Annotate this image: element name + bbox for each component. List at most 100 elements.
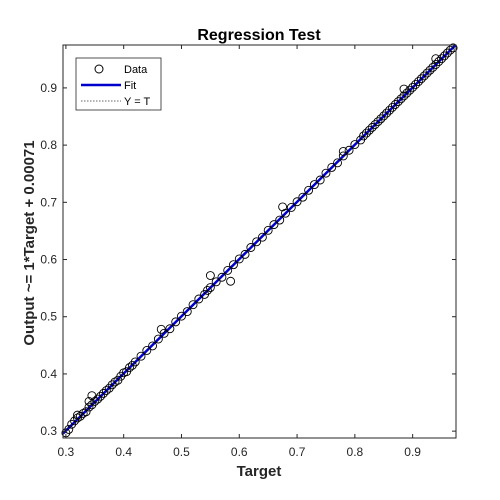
x-tick-label: 0.6 xyxy=(231,445,248,459)
data-point xyxy=(226,276,236,286)
data-point xyxy=(101,386,111,395)
data-point xyxy=(315,175,325,185)
x-tick-label: 0.4 xyxy=(115,445,132,459)
data-point xyxy=(257,232,267,242)
data-point xyxy=(81,407,91,417)
data-point xyxy=(298,192,308,202)
data-point xyxy=(188,300,198,310)
data-point xyxy=(448,43,458,53)
x-axis-ticks: 0.3 0.4 0.5 0.6 0.7 0.8 0.9 xyxy=(58,45,421,459)
y-tick-label: 0.7 xyxy=(40,195,57,209)
data-point xyxy=(99,388,108,398)
data-points-layer xyxy=(61,43,458,438)
data-point xyxy=(419,71,429,81)
data-point xyxy=(361,128,371,138)
data-point xyxy=(246,243,256,252)
data-point xyxy=(405,85,415,95)
data-point xyxy=(399,84,409,94)
y-tick-label: 0.8 xyxy=(40,138,57,152)
data-point xyxy=(442,48,452,58)
data-point xyxy=(321,168,331,178)
data-point xyxy=(275,215,285,225)
data-point xyxy=(72,413,82,423)
x-tick-label: 0.9 xyxy=(404,445,421,459)
data-point xyxy=(205,283,215,293)
data-point xyxy=(286,203,296,212)
legend: Data Fit Y = T xyxy=(75,57,162,111)
data-point xyxy=(445,45,455,55)
data-point xyxy=(292,197,302,207)
data-point xyxy=(78,408,88,418)
y-tick-label: 0.3 xyxy=(40,424,57,438)
data-point xyxy=(327,162,337,172)
data-point xyxy=(434,57,444,67)
data-point xyxy=(338,146,348,156)
data-point xyxy=(350,140,360,149)
data-point xyxy=(136,351,146,361)
data-point xyxy=(223,265,233,275)
data-point xyxy=(422,68,432,78)
data-point xyxy=(379,111,389,121)
fit-line xyxy=(62,44,457,435)
data-point xyxy=(411,80,420,89)
data-point xyxy=(217,272,227,282)
data-point xyxy=(437,54,447,64)
data-point xyxy=(107,380,117,390)
data-point xyxy=(385,105,394,115)
data-point xyxy=(240,249,250,259)
data-point xyxy=(431,54,441,64)
y-tick-label: 0.6 xyxy=(40,253,57,267)
data-point xyxy=(393,97,403,107)
data-point xyxy=(364,125,374,135)
data-point xyxy=(165,324,175,334)
data-point xyxy=(425,65,435,75)
data-point xyxy=(153,334,163,344)
chart-title: Regression Test xyxy=(197,27,321,44)
data-point xyxy=(269,220,279,230)
x-tick-label: 0.7 xyxy=(289,445,306,459)
y-tick-label: 0.9 xyxy=(40,81,57,95)
data-point xyxy=(84,402,94,412)
data-point xyxy=(370,120,380,129)
data-point xyxy=(87,391,97,401)
data-point xyxy=(333,158,342,168)
data-point xyxy=(278,202,288,212)
data-point xyxy=(211,277,221,287)
data-point xyxy=(304,185,314,195)
data-point xyxy=(171,317,181,327)
data-point xyxy=(87,400,97,410)
legend-data-label: Data xyxy=(124,64,148,76)
data-point xyxy=(416,74,426,84)
data-point xyxy=(234,254,244,264)
data-point xyxy=(390,100,400,109)
data-point xyxy=(205,271,215,280)
fit-line-layer xyxy=(62,44,457,435)
legend-fit-label: Fit xyxy=(124,80,136,92)
data-point xyxy=(382,108,392,118)
data-point xyxy=(367,122,377,132)
data-point xyxy=(142,346,152,355)
data-point xyxy=(84,396,94,406)
y-tick-label: 0.4 xyxy=(40,367,57,381)
data-point xyxy=(344,145,354,155)
data-point xyxy=(338,151,348,161)
data-point xyxy=(359,131,368,141)
data-point xyxy=(194,294,204,304)
x-tick-label: 0.8 xyxy=(347,445,364,459)
data-point xyxy=(104,383,114,393)
y-axis-ticks: 0.3 0.4 0.5 0.6 0.7 0.8 0.9 xyxy=(40,81,456,438)
data-point xyxy=(177,311,186,321)
data-point xyxy=(431,59,441,69)
legend-identity-label: Y = T xyxy=(124,96,150,108)
data-point xyxy=(64,424,74,434)
data-point xyxy=(373,117,383,127)
data-point xyxy=(90,396,100,406)
data-point xyxy=(72,410,82,420)
y-axis-title: Output ~= 1*Target + 0.00071 xyxy=(21,140,38,345)
data-point xyxy=(96,391,106,401)
data-point xyxy=(396,94,406,104)
plot-frame xyxy=(62,44,457,439)
x-tick-label: 0.5 xyxy=(173,445,190,459)
data-point xyxy=(387,102,397,112)
